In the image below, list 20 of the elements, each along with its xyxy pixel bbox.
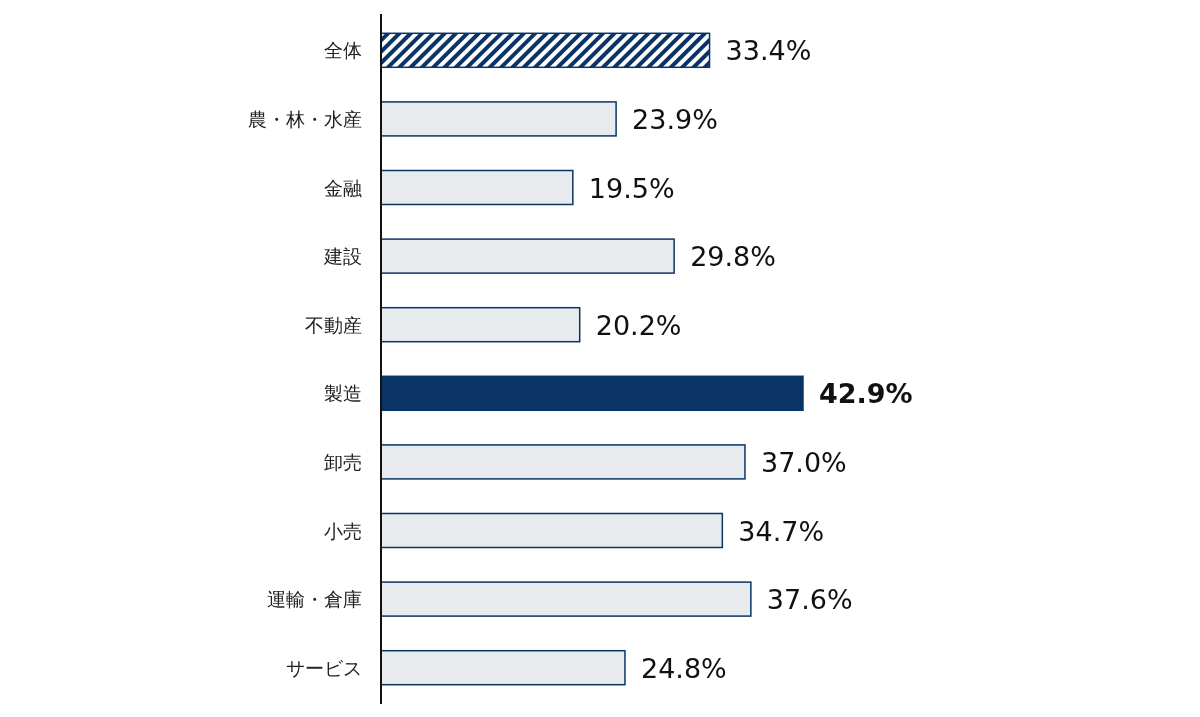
y-tick-label: 不動産	[305, 313, 362, 336]
data-label: 24.8%	[640, 652, 727, 684]
y-tick-label: 全体	[324, 39, 362, 62]
y-tick-label: 建設	[323, 245, 362, 268]
data-label: 20.2%	[595, 309, 682, 341]
y-tick-label: 小売	[324, 519, 362, 542]
data-label: 34.7%	[738, 515, 825, 547]
y-tick-label: 製造	[324, 382, 362, 405]
data-label: 29.8%	[690, 241, 776, 273]
y-tick-label: サービス	[286, 656, 362, 679]
data-label: 33.4%	[725, 35, 812, 67]
data-label: 37.6%	[766, 584, 853, 616]
y-tick-label: 卸売	[324, 450, 362, 473]
data-label: 19.5%	[588, 172, 675, 204]
data-label: 23.9%	[632, 103, 718, 135]
y-tick-label: 農・林・水産	[248, 107, 362, 130]
y-tick-label: 金融	[324, 176, 362, 199]
data-label: 37.0%	[760, 446, 847, 478]
y-tick-label: 運輸・倉庫	[267, 588, 362, 611]
data-label: 42.9%	[819, 378, 913, 410]
